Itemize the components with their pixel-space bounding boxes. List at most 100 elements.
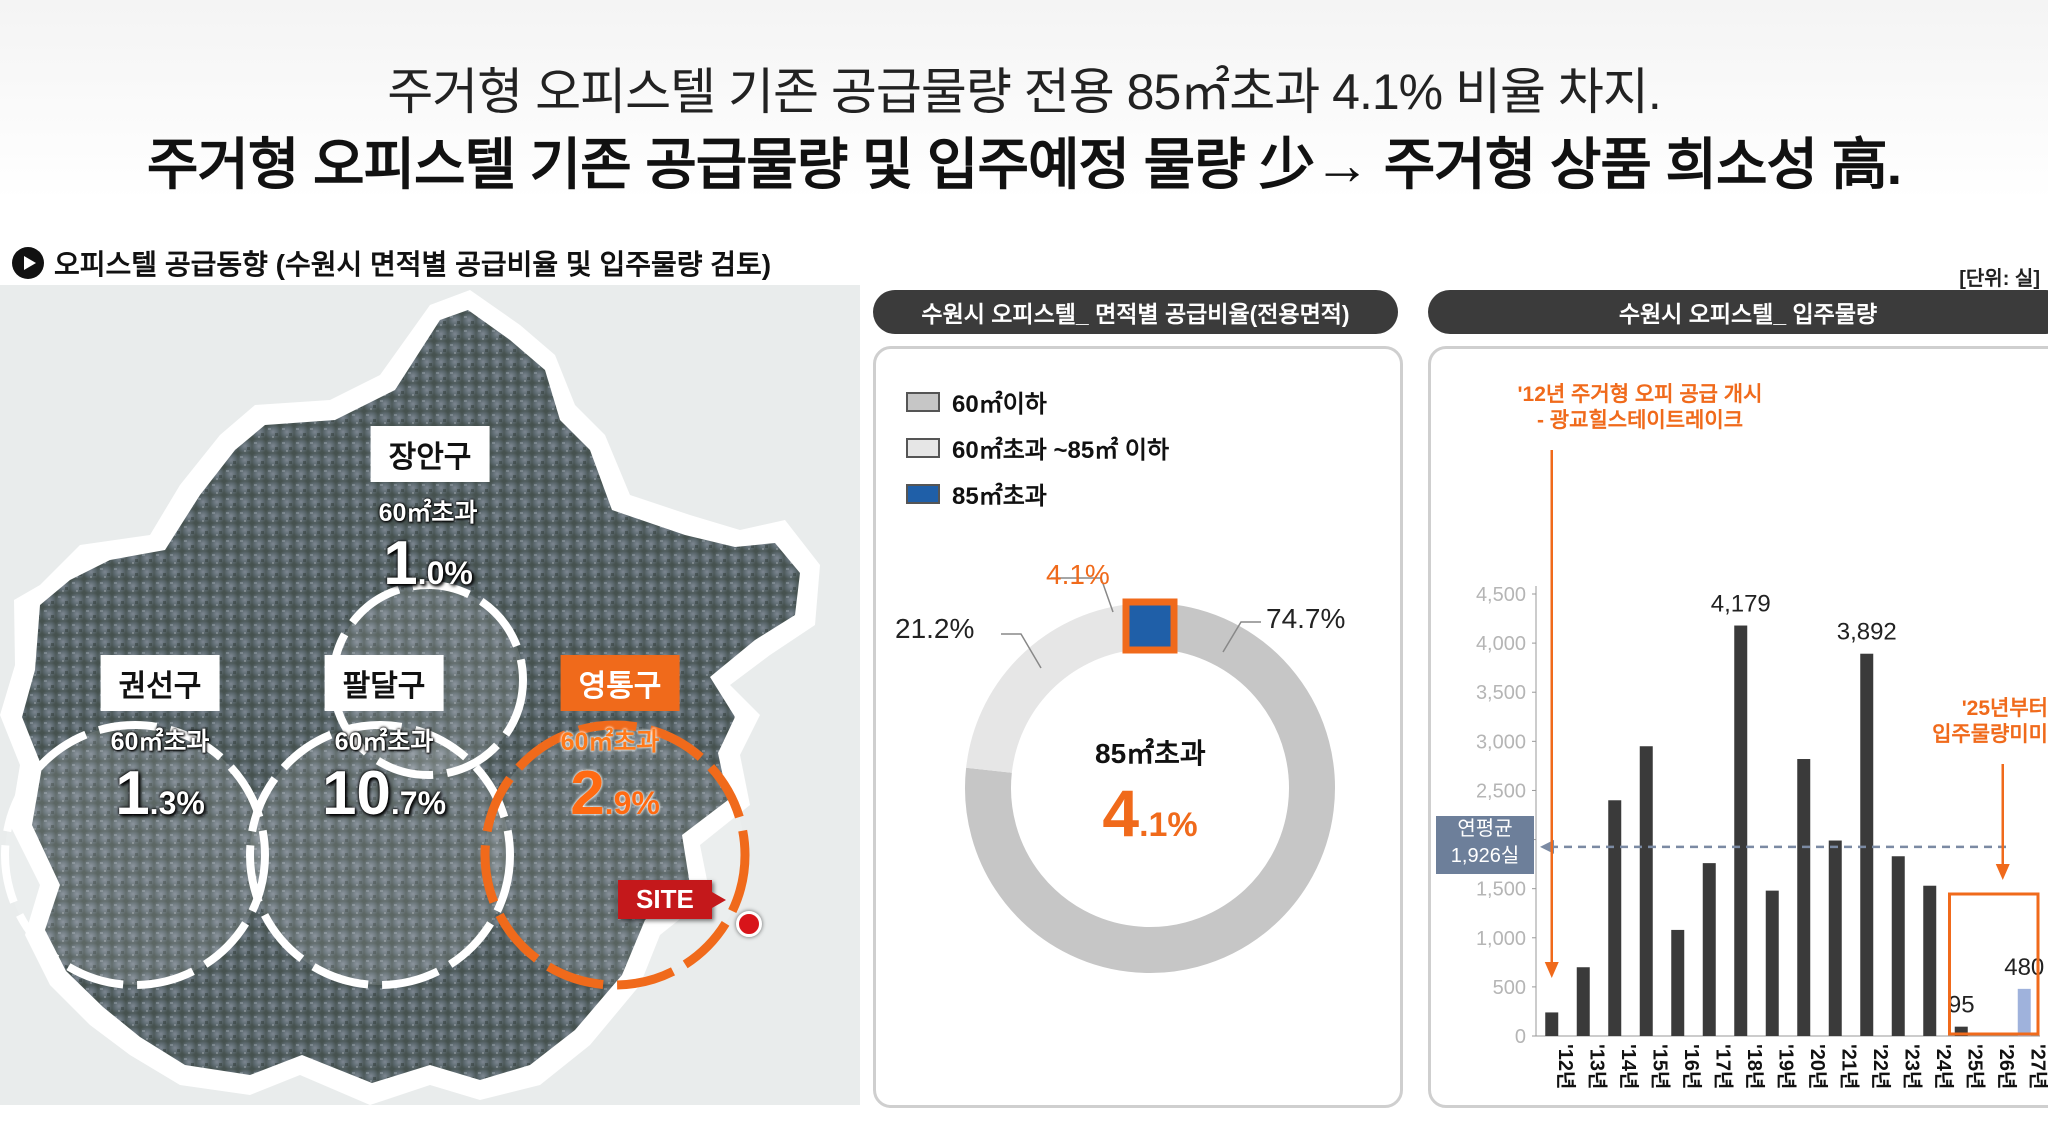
average-badge-line1: 연평균 (1457, 818, 1513, 840)
bar-data-label: 3,892 (1837, 619, 1897, 646)
x-tick-label: '24년 (1932, 1044, 1955, 1089)
donut-slice-60-85 (966, 604, 1133, 774)
y-tick-label: 1,500 (1476, 879, 1526, 901)
x-tick-label: '15년 (1648, 1044, 1671, 1089)
bar-12 (1923, 885, 1937, 1036)
legend-swatch-85-above (906, 483, 940, 504)
district-sub-paldal: 60㎡초과 (334, 728, 434, 756)
x-tick-label: '27년 (2026, 1044, 2048, 1089)
bar-6 (1734, 625, 1748, 1036)
legend-label-60-below: 60㎡이하 (952, 391, 1047, 418)
legend-swatch-60-below (906, 391, 940, 412)
bar-13 (1954, 1026, 1968, 1036)
annotation-supply-end-line1: '25년부터 (1961, 697, 2048, 720)
bar-8 (1797, 759, 1811, 1036)
bar-4 (1671, 929, 1685, 1036)
site-tag: SITE (618, 880, 726, 919)
x-tick-label: '23년 (1900, 1044, 1923, 1089)
district-circle-paldal (246, 721, 514, 989)
recent-years-highlight-box (1948, 892, 2040, 1036)
x-tick-label: '20년 (1806, 1044, 1829, 1089)
district-name-yeongtong: 영통구 (560, 655, 680, 711)
bar-15 (2017, 988, 2031, 1036)
bar-2 (1608, 800, 1622, 1036)
legend-item-60-below: 60㎡이하 (906, 384, 1047, 419)
donut-center-label: 85㎡초과 (1095, 738, 1206, 769)
section-title: 오피스텔 공급동향 (수원시 면적별 공급비율 및 입주물량 검토) (12, 245, 771, 281)
x-tick-label: '21년 (1837, 1044, 1860, 1089)
header-band (0, 0, 2048, 200)
donut-label-60-below: 74.7% (1266, 603, 1345, 634)
district-circle-yeongtong (480, 720, 750, 990)
x-tick-label: '18년 (1743, 1044, 1766, 1089)
district-pct-yeongtong: 2.9% (570, 759, 660, 828)
district-sub-jangan: 60㎡초과 (378, 499, 478, 527)
play-bullet-icon (12, 247, 44, 279)
x-tick-label: '14년 (1617, 1044, 1640, 1089)
donut-leader-line (1222, 621, 1261, 653)
bar-0 (1545, 1012, 1559, 1036)
annotation-supply-start-line1: '12년 주거형 오피 공급 개시 (1517, 383, 1763, 406)
y-tick-label: 3,000 (1476, 731, 1526, 753)
donut-leader-line (1001, 633, 1042, 669)
bar-data-label: 4,179 (1711, 591, 1771, 618)
x-tick-label: '22년 (1869, 1044, 1892, 1089)
y-tick-label: 3,500 (1476, 682, 1526, 704)
headline-line-2: 주거형 오피스텔 기존 공급물량 및 입주예정 물량 少→ 주거형 상품 희소성… (146, 133, 1902, 196)
district-name-gwonseon: 권선구 (100, 655, 220, 711)
district-circle-gwonseon (1, 721, 269, 989)
x-tick-label: '12년 (1554, 1044, 1577, 1089)
bar-5 (1702, 863, 1716, 1036)
section-title-text: 오피스텔 공급동향 (수원시 면적별 공급비율 및 입주물량 검토) (54, 249, 772, 280)
annotation-supply-end: '25년부터 입주물량미미 (1922, 696, 2048, 748)
legend-swatch-60-85 (906, 437, 940, 458)
x-tick-label: '19년 (1774, 1044, 1797, 1089)
district-sub-gwonseon: 60㎡초과 (110, 728, 210, 756)
y-tick-label: 4,000 (1476, 633, 1526, 655)
y-tick-label: 0 (1515, 1026, 1526, 1048)
x-tick-label: '17년 (1711, 1044, 1734, 1089)
district-pct-gwonseon: 1.3% (115, 759, 205, 828)
legend-label-60-85: 60㎡초과 ~85㎡ 이하 (952, 437, 1170, 464)
headline-line-1: 주거형 오피스텔 기존 공급물량 전용 85㎡초과 4.1% 비율 차지. (387, 64, 1662, 120)
bar-9 (1828, 840, 1842, 1036)
donut-highlight-box (1122, 598, 1178, 654)
average-badge: 연평균 1,926실 (1436, 816, 1534, 874)
average-badge-line2: 1,926실 (1450, 845, 1520, 867)
donut-label-85-above: 4.1% (1046, 559, 1110, 590)
district-name-jangan: 장안구 (370, 426, 490, 482)
y-tick-label: 4,500 (1476, 584, 1526, 606)
donut-leader-line (1051, 577, 1114, 613)
district-pct-jangan: 1.0% (383, 529, 473, 598)
district-map: 장안구 60㎡초과 1.0% 권선구 60㎡초과 1.3% 팔달구 60㎡초과 … (0, 285, 860, 1105)
annotation-supply-start: '12년 주거형 오피 공급 개시 - 광교힐스테이트레이크 (1470, 382, 1810, 434)
bar-7 (1765, 890, 1779, 1036)
legend-item-85-above: 85㎡초과 (906, 476, 1047, 511)
supply-start-arrow-head-icon (1544, 962, 1559, 978)
supply-end-arrow-head-icon (1995, 864, 2010, 880)
district-sub-yeongtong: 60㎡초과 (560, 728, 660, 756)
y-tick-label: 500 (1493, 977, 1526, 999)
bar-10 (1860, 653, 1874, 1036)
site-marker (736, 911, 762, 937)
district-name-paldal: 팔달구 (324, 655, 444, 711)
annotation-supply-start-line2: - 광교힐스테이트레이크 (1536, 409, 1744, 432)
x-tick-label: '26년 (1995, 1044, 2018, 1089)
annotation-supply-end-line2: 입주물량미미 (1932, 723, 2048, 746)
bar-1 (1576, 967, 1590, 1036)
bar-data-label: 95 (1948, 992, 1975, 1019)
donut-label-60-85: 21.2% (895, 613, 974, 644)
legend-label-85-above: 85㎡초과 (952, 483, 1047, 510)
bar-3 (1639, 746, 1653, 1036)
donut-slice-60-below (965, 604, 1335, 973)
bar-panel-header: 수원시 오피스텔_ 입주물량 (1428, 290, 2048, 334)
donut-chart: 4.1% 21.2% 74.7% (895, 559, 1345, 973)
x-tick-label: '16년 (1680, 1044, 1703, 1089)
bar-chart: 05001,0001,5002,0002,5003,0003,5004,0004… (1476, 450, 2048, 1089)
y-tick-label: 2,500 (1476, 780, 1526, 802)
district-pct-paldal: 10.7% (321, 759, 447, 828)
legend-item-60-85: 60㎡초과 ~85㎡ 이하 (906, 430, 1169, 465)
y-tick-label: 1,000 (1476, 928, 1526, 950)
x-tick-label: '25년 (1963, 1044, 1986, 1089)
donut-center-value: 4.1% (1102, 776, 1198, 850)
